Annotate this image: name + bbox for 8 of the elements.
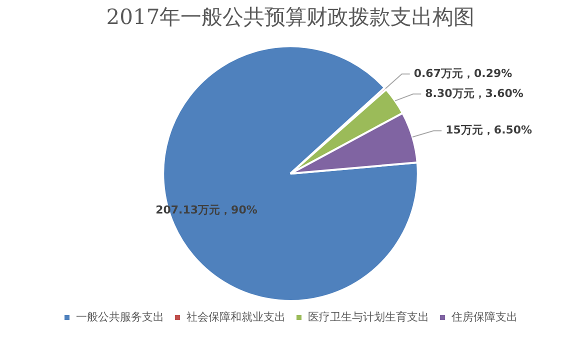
chart-title: 2017年一般公共预算财政拨款支出构图 bbox=[106, 5, 475, 30]
legend-label: 医疗卫生与计划生育支出 bbox=[308, 310, 429, 324]
data-label: 8.30万元，3.60% bbox=[425, 86, 524, 100]
legend-label: 住房保障支出 bbox=[452, 310, 518, 324]
data-label: 0.67万元，0.29% bbox=[414, 66, 512, 80]
legend-label: 一般公共服务支出 bbox=[76, 310, 164, 324]
legend-label: 社会保障和就业支出 bbox=[186, 310, 286, 324]
data-label: 15万元，6.50% bbox=[446, 124, 532, 137]
